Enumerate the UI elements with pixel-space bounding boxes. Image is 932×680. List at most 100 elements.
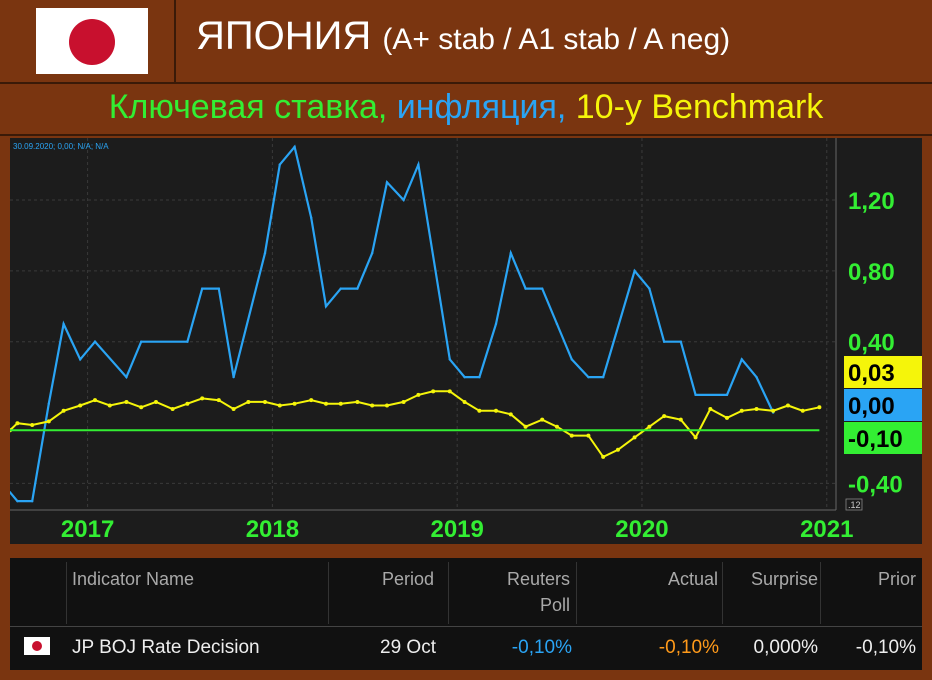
data-point-benchmark	[493, 408, 498, 413]
data-point-benchmark	[708, 407, 713, 412]
data-point-inflation	[30, 499, 34, 503]
line-chart: 30.09.2020; 0,00; N/A; N/A 2017 2018 2019 20…	[8, 138, 922, 543]
indicator-table: Indicator Name Period Reuters Poll Actua…	[10, 558, 922, 670]
data-point-benchmark	[355, 399, 360, 404]
series-line-inflation	[9, 144, 775, 503]
value-badge-label: 0,03	[848, 360, 895, 387]
subtitle-inflation: инфляция,	[396, 88, 576, 126]
data-point-inflation	[478, 375, 481, 379]
data-point-inflation	[79, 358, 82, 361]
row-prior: -0,10%	[855, 637, 916, 658]
data-point-inflation	[755, 375, 758, 379]
data-point-inflation	[370, 251, 374, 255]
data-point-inflation	[402, 198, 405, 202]
data-point-inflation	[448, 358, 451, 361]
data-point-benchmark	[170, 407, 175, 412]
header-period: Period	[381, 569, 434, 589]
data-point-benchmark	[569, 433, 574, 438]
subtitle-rule	[0, 134, 932, 136]
data-point-benchmark	[754, 407, 759, 412]
data-point-benchmark	[384, 403, 389, 408]
header-divider	[174, 0, 176, 82]
x-tick-label: 2019	[430, 516, 483, 543]
header-indicator-name: Indicator Name	[72, 569, 195, 589]
subtitle-benchmark: 10-y Benchmark	[575, 88, 824, 126]
data-point-benchmark	[200, 396, 205, 401]
data-point-benchmark	[93, 398, 98, 403]
header-surprise: Surprise	[750, 569, 818, 589]
data-point-inflation	[200, 287, 204, 290]
data-point-inflation	[679, 340, 682, 343]
row-indicator-name: JP BOJ Rate Decision	[72, 637, 260, 658]
value-badge-label: 0,00	[848, 393, 895, 420]
data-point-benchmark	[771, 408, 776, 413]
data-point-benchmark	[231, 407, 236, 412]
japan-flag-icon	[24, 637, 50, 655]
data-point-inflation	[356, 287, 359, 290]
data-point-benchmark	[338, 401, 343, 406]
x-tick-label: 2020	[615, 516, 668, 543]
data-point-benchmark	[678, 417, 683, 422]
data-point-inflation	[509, 251, 512, 255]
header-poll-line2: Poll	[539, 595, 570, 615]
data-point-benchmark	[462, 399, 467, 404]
row-actual: -0,10%	[658, 637, 719, 658]
data-point-inflation	[740, 358, 743, 361]
data-point-inflation	[8, 491, 12, 494]
y-tick-label: 0,80	[848, 259, 895, 286]
data-point-benchmark	[124, 399, 129, 404]
row-reuters-poll: -0,10%	[511, 637, 572, 658]
data-point-benchmark	[615, 447, 620, 452]
data-point-inflation	[293, 145, 296, 149]
data-point-benchmark	[153, 399, 158, 404]
data-point-inflation	[232, 375, 235, 379]
data-point-benchmark	[739, 408, 744, 413]
data-point-benchmark	[540, 417, 545, 422]
data-point-benchmark	[46, 419, 51, 424]
data-point-benchmark	[647, 424, 652, 429]
data-point-inflation	[633, 269, 636, 273]
data-point-benchmark	[30, 422, 35, 427]
data-point-benchmark	[277, 403, 282, 408]
data-point-inflation	[93, 340, 97, 343]
data-point-inflation	[417, 163, 420, 166]
data-point-inflation	[324, 305, 328, 308]
data-point-inflation	[524, 287, 527, 290]
data-point-benchmark	[785, 403, 790, 408]
data-point-inflation	[186, 340, 189, 343]
header-reuters-poll: Reuters Poll	[448, 566, 570, 634]
header-poll-line1: Reuters	[506, 569, 570, 589]
header-rule	[0, 82, 932, 84]
ratings-text: (A+ stab / A1 stab / A neg)	[382, 23, 731, 56]
data-point-benchmark	[15, 421, 20, 426]
country-name: ЯПОНИЯ	[196, 14, 372, 58]
data-point-benchmark	[401, 399, 406, 404]
chart-area: 30.09.2020; 0,00; N/A; N/A 2017 2018 2019 20…	[8, 138, 922, 544]
data-point-inflation	[494, 322, 498, 326]
data-point-benchmark	[139, 405, 144, 410]
row-surprise: 0,000%	[753, 637, 818, 658]
data-point-benchmark	[185, 401, 190, 406]
data-point-inflation	[648, 287, 651, 290]
data-point-inflation	[217, 287, 221, 290]
data-point-inflation	[263, 251, 267, 255]
data-point-benchmark	[632, 435, 637, 440]
data-point-inflation	[62, 322, 65, 326]
data-point-benchmark	[61, 408, 66, 413]
header: ЯПОНИЯ (A+ stab / A1 stab / A neg)	[0, 0, 932, 82]
japan-flag-icon	[36, 8, 148, 74]
data-point-benchmark	[586, 433, 591, 438]
value-badge	[844, 356, 922, 388]
data-point-inflation	[601, 375, 605, 379]
data-point-benchmark	[370, 403, 375, 408]
data-point-benchmark	[662, 414, 667, 419]
data-point-inflation	[694, 393, 697, 397]
data-point-benchmark	[431, 389, 436, 394]
scale-note-box	[845, 498, 863, 511]
header-actual: Actual	[667, 569, 718, 589]
y-tick-label: 0,40	[848, 330, 895, 357]
data-point-benchmark	[601, 454, 606, 459]
scale-note: .12	[848, 500, 861, 510]
chart-subtitle: Ключевая ставка, инфляция, 10-y Benchmar…	[0, 88, 932, 127]
y-tick-label: -0,40	[848, 471, 903, 498]
